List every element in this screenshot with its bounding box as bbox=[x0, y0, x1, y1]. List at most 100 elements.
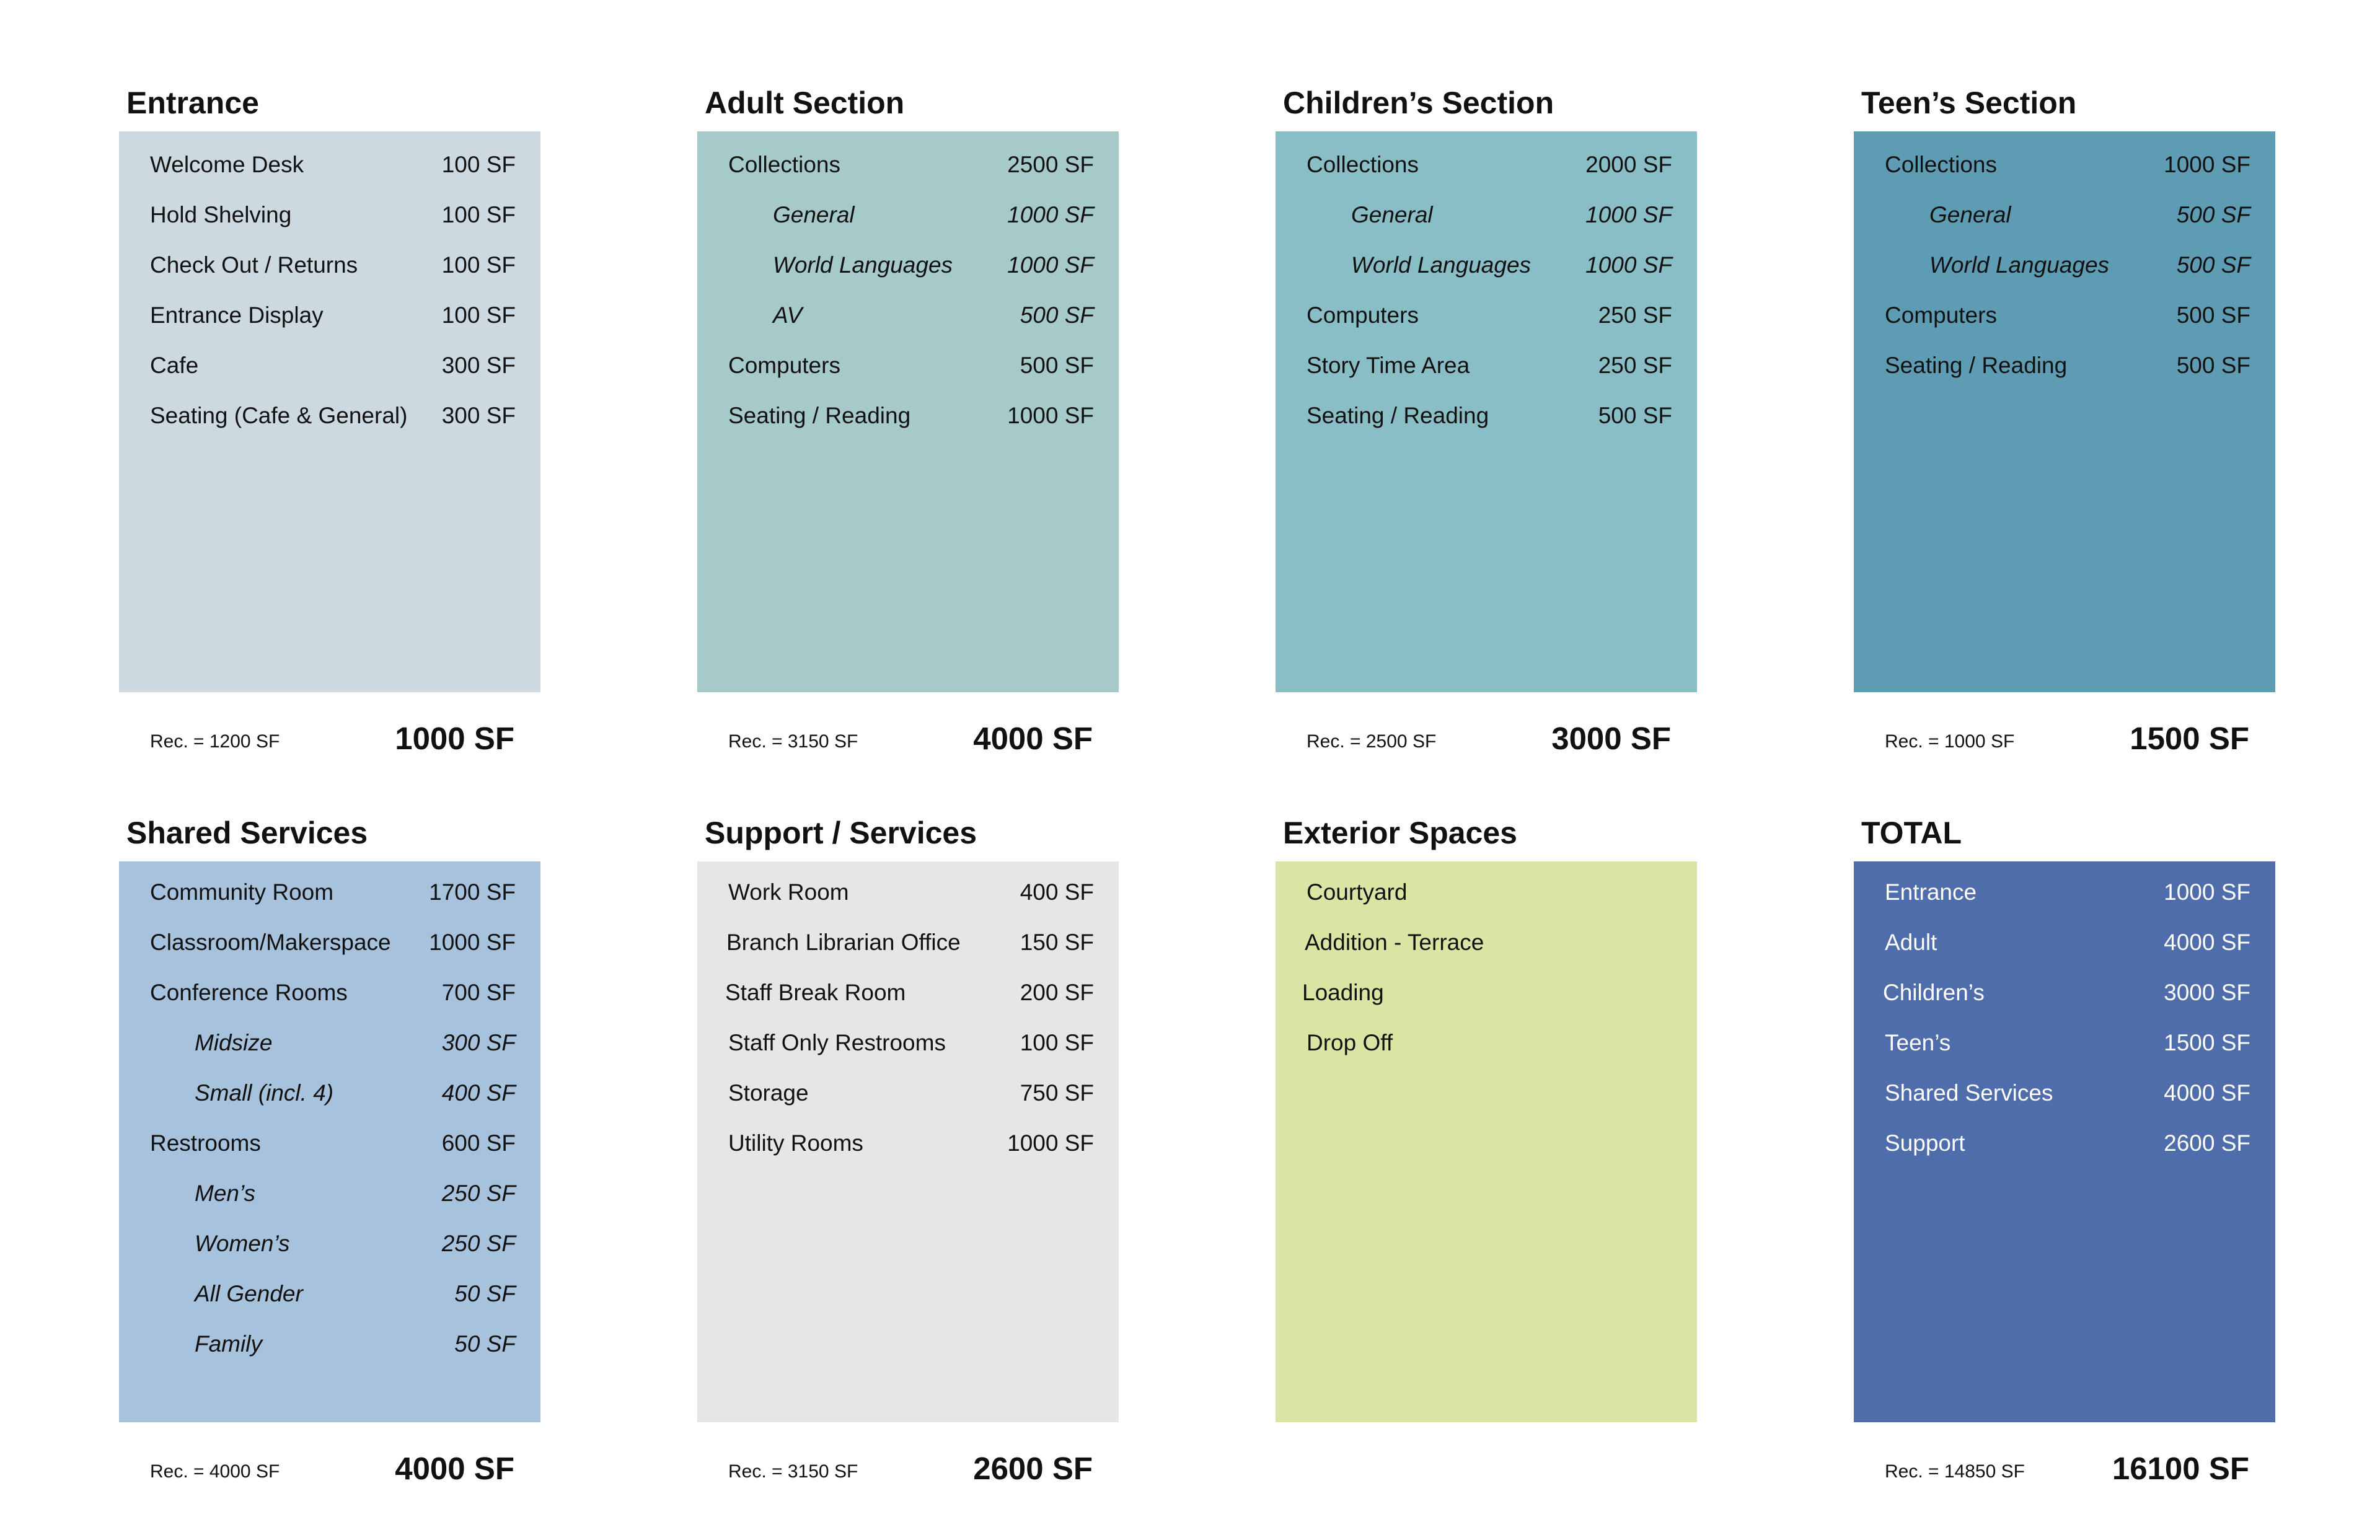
item-value: 250 SF bbox=[1598, 302, 1672, 328]
section-footer: Rec. = 3150 SF 4000 SF bbox=[728, 720, 1093, 757]
item-label: Community Room bbox=[150, 879, 334, 905]
section-title: Shared Services bbox=[126, 816, 368, 850]
item-label: All Gender bbox=[195, 1281, 303, 1306]
list-item: World Languages 500 SF bbox=[1885, 253, 2250, 278]
item-value: 250 SF bbox=[441, 1181, 516, 1206]
list-item: World Languages 1000 SF bbox=[1307, 253, 1672, 278]
item-label: Hold Shelving bbox=[150, 202, 292, 227]
list-item: Adult 4000 SF bbox=[1885, 930, 2250, 955]
item-label: Entrance bbox=[1885, 879, 1977, 905]
item-label: Story Time Area bbox=[1307, 353, 1470, 378]
list-item: General 500 SF bbox=[1885, 203, 2250, 227]
list-item: Hold Shelving 100 SF bbox=[150, 203, 516, 227]
item-value: 300 SF bbox=[441, 353, 516, 378]
item-label: Loading bbox=[1302, 980, 1384, 1005]
item-value: 100 SF bbox=[441, 202, 516, 227]
item-value: 200 SF bbox=[1020, 980, 1094, 1005]
section-footer: Rec. = 2500 SF 3000 SF bbox=[1307, 720, 1671, 757]
section-panel: Entrance 1000 SF Adult 4000 SF Children’s 3… bbox=[1854, 861, 2275, 1422]
section-title: TOTAL bbox=[1861, 816, 1962, 850]
item-value: 3000 SF bbox=[2164, 980, 2250, 1005]
item-value: 50 SF bbox=[454, 1281, 516, 1306]
item-label: General bbox=[773, 202, 855, 227]
section-footer: Rec. = 3150 SF 2600 SF bbox=[728, 1450, 1093, 1487]
list-item: Collections 1000 SF bbox=[1885, 152, 2250, 177]
item-value: 1000 SF bbox=[1585, 202, 1672, 227]
list-item: Drop Off bbox=[1307, 1031, 1672, 1055]
item-value: 250 SF bbox=[441, 1231, 516, 1256]
list-item: Collections 2000 SF bbox=[1307, 152, 1672, 177]
item-label: Seating / Reading bbox=[1307, 403, 1489, 428]
item-label: World Languages bbox=[773, 252, 953, 278]
section-title: Entrance bbox=[126, 86, 259, 120]
list-item: Staff Break Room 200 SF bbox=[725, 980, 1094, 1005]
section-title: Adult Section bbox=[705, 86, 905, 120]
list-item: Welcome Desk 100 SF bbox=[150, 152, 516, 177]
item-value: 500 SF bbox=[2176, 353, 2250, 378]
list-item: Seating (Cafe & General) 300 SF bbox=[150, 403, 516, 428]
item-label: Utility Rooms bbox=[728, 1130, 863, 1156]
list-item: Women’s 250 SF bbox=[150, 1231, 516, 1256]
item-value: 400 SF bbox=[441, 1080, 516, 1106]
item-label: Computers bbox=[1885, 302, 1997, 328]
item-label: Cafe bbox=[150, 353, 199, 378]
item-label: Support bbox=[1885, 1130, 1965, 1156]
item-label: Restrooms bbox=[150, 1130, 261, 1156]
list-item: Addition - Terrace bbox=[1305, 930, 1672, 955]
list-item: Family 50 SF bbox=[150, 1332, 516, 1357]
item-label: AV bbox=[773, 302, 803, 328]
item-label: Addition - Terrace bbox=[1305, 930, 1484, 955]
item-value: 300 SF bbox=[441, 403, 516, 428]
item-value: 2500 SF bbox=[1007, 152, 1094, 177]
recommended-area: Rec. = 1200 SF bbox=[150, 731, 280, 752]
list-item: Computers 500 SF bbox=[728, 353, 1094, 378]
section-total: 3000 SF bbox=[1551, 721, 1671, 756]
list-item: Staff Only Restrooms 100 SF bbox=[728, 1031, 1094, 1055]
item-label: Staff Break Room bbox=[725, 980, 906, 1005]
item-value: 150 SF bbox=[1020, 930, 1094, 955]
item-label: General bbox=[1929, 202, 2011, 227]
recommended-area: Rec. = 14850 SF bbox=[1885, 1461, 2025, 1482]
section-panel: Collections 2500 SF General 1000 SF World … bbox=[697, 131, 1119, 692]
item-value: 4000 SF bbox=[2164, 1080, 2250, 1106]
item-label: Shared Services bbox=[1885, 1080, 2053, 1106]
recommended-area: Rec. = 1000 SF bbox=[1885, 731, 2015, 752]
item-label: Branch Librarian Office bbox=[726, 930, 961, 955]
item-value: 100 SF bbox=[1020, 1030, 1094, 1055]
list-item: Support 2600 SF bbox=[1885, 1131, 2250, 1156]
item-value: 1000 SF bbox=[1007, 1130, 1094, 1156]
section-panel: Community Room 1700 SF Classroom/Makerspa… bbox=[119, 861, 540, 1422]
list-item: General 1000 SF bbox=[728, 203, 1094, 227]
item-label: Computers bbox=[1307, 302, 1419, 328]
list-item: All Gender 50 SF bbox=[150, 1282, 516, 1306]
item-label: Midsize bbox=[195, 1030, 273, 1055]
list-item: Children’s 3000 SF bbox=[1883, 980, 2250, 1005]
item-value: 1000 SF bbox=[1007, 403, 1094, 428]
item-label: Classroom/Makerspace bbox=[150, 930, 391, 955]
list-item: Storage 750 SF bbox=[728, 1081, 1094, 1106]
item-value: 500 SF bbox=[1020, 353, 1094, 378]
list-item: Computers 500 SF bbox=[1885, 303, 2250, 328]
item-label: Courtyard bbox=[1307, 879, 1408, 905]
item-label: Check Out / Returns bbox=[150, 252, 358, 278]
item-label: Children’s bbox=[1883, 980, 1985, 1005]
item-label: Teen’s bbox=[1885, 1030, 1951, 1055]
item-label: Seating / Reading bbox=[728, 403, 911, 428]
item-value: 100 SF bbox=[441, 302, 516, 328]
list-item: Courtyard bbox=[1307, 880, 1672, 905]
item-label: Seating (Cafe & General) bbox=[150, 403, 408, 428]
list-item: Collections 2500 SF bbox=[728, 152, 1094, 177]
item-label: Welcome Desk bbox=[150, 152, 304, 177]
item-value: 2600 SF bbox=[2164, 1130, 2250, 1156]
list-item: Community Room 1700 SF bbox=[150, 880, 516, 905]
section-panel: Collections 1000 SF General 500 SF World L… bbox=[1854, 131, 2275, 692]
item-value: 1000 SF bbox=[1007, 202, 1094, 227]
list-item: Seating / Reading 500 SF bbox=[1307, 403, 1672, 428]
item-label: Women’s bbox=[195, 1231, 290, 1256]
list-item: Seating / Reading 1000 SF bbox=[728, 403, 1094, 428]
recommended-area: Rec. = 4000 SF bbox=[150, 1461, 280, 1482]
item-label: Work Room bbox=[728, 879, 849, 905]
item-label: Seating / Reading bbox=[1885, 353, 2068, 378]
list-item: World Languages 1000 SF bbox=[728, 253, 1094, 278]
section-total: 4000 SF bbox=[395, 1451, 514, 1486]
